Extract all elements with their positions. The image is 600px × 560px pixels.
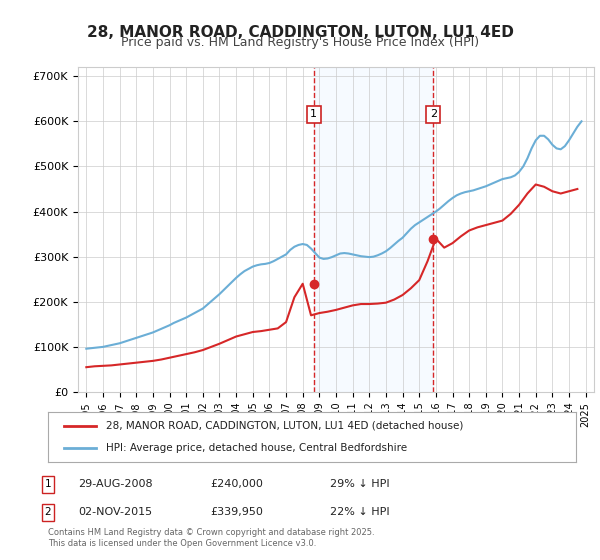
Text: 2: 2 [430, 109, 437, 119]
Text: 22% ↓ HPI: 22% ↓ HPI [330, 507, 389, 517]
Text: 28, MANOR ROAD, CADDINGTON, LUTON, LU1 4ED (detached house): 28, MANOR ROAD, CADDINGTON, LUTON, LU1 4… [106, 421, 463, 431]
Text: 1: 1 [44, 479, 52, 489]
Text: £339,950: £339,950 [210, 507, 263, 517]
Text: Contains HM Land Registry data © Crown copyright and database right 2025.
This d: Contains HM Land Registry data © Crown c… [48, 528, 374, 548]
Text: Price paid vs. HM Land Registry's House Price Index (HPI): Price paid vs. HM Land Registry's House … [121, 36, 479, 49]
Text: HPI: Average price, detached house, Central Bedfordshire: HPI: Average price, detached house, Cent… [106, 443, 407, 453]
Bar [314, 67, 433, 392]
Text: 02-NOV-2015: 02-NOV-2015 [78, 507, 152, 517]
Text: 29-AUG-2008: 29-AUG-2008 [78, 479, 152, 489]
Text: £240,000: £240,000 [210, 479, 263, 489]
Text: 28, MANOR ROAD, CADDINGTON, LUTON, LU1 4ED: 28, MANOR ROAD, CADDINGTON, LUTON, LU1 4… [86, 25, 514, 40]
Text: 1: 1 [310, 109, 317, 119]
Text: 2: 2 [44, 507, 52, 517]
Text: 29% ↓ HPI: 29% ↓ HPI [330, 479, 389, 489]
